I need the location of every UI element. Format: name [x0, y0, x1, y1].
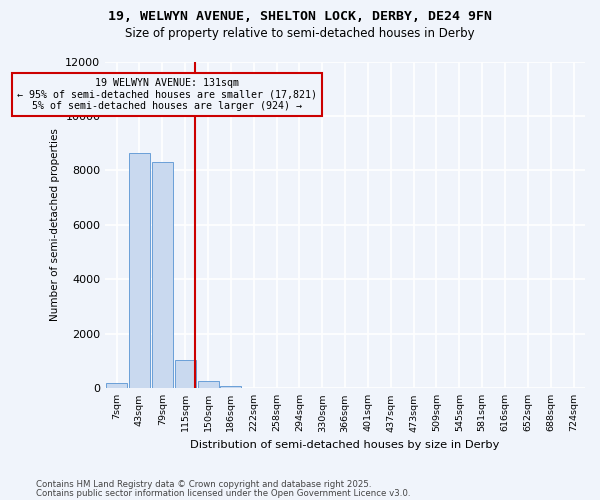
- Y-axis label: Number of semi-detached properties: Number of semi-detached properties: [50, 128, 59, 322]
- Text: Contains public sector information licensed under the Open Government Licence v3: Contains public sector information licen…: [36, 488, 410, 498]
- X-axis label: Distribution of semi-detached houses by size in Derby: Distribution of semi-detached houses by …: [190, 440, 500, 450]
- Bar: [197, 380, 218, 388]
- Text: Size of property relative to semi-detached houses in Derby: Size of property relative to semi-detach…: [125, 28, 475, 40]
- Bar: [175, 360, 196, 388]
- Bar: [220, 386, 241, 388]
- Bar: [152, 162, 173, 388]
- Text: 19, WELWYN AVENUE, SHELTON LOCK, DERBY, DE24 9FN: 19, WELWYN AVENUE, SHELTON LOCK, DERBY, …: [108, 10, 492, 23]
- Text: 19 WELWYN AVENUE: 131sqm
← 95% of semi-detached houses are smaller (17,821)
5% o: 19 WELWYN AVENUE: 131sqm ← 95% of semi-d…: [17, 78, 317, 111]
- Text: Contains HM Land Registry data © Crown copyright and database right 2025.: Contains HM Land Registry data © Crown c…: [36, 480, 371, 489]
- Bar: [129, 152, 150, 388]
- Bar: [106, 383, 127, 388]
